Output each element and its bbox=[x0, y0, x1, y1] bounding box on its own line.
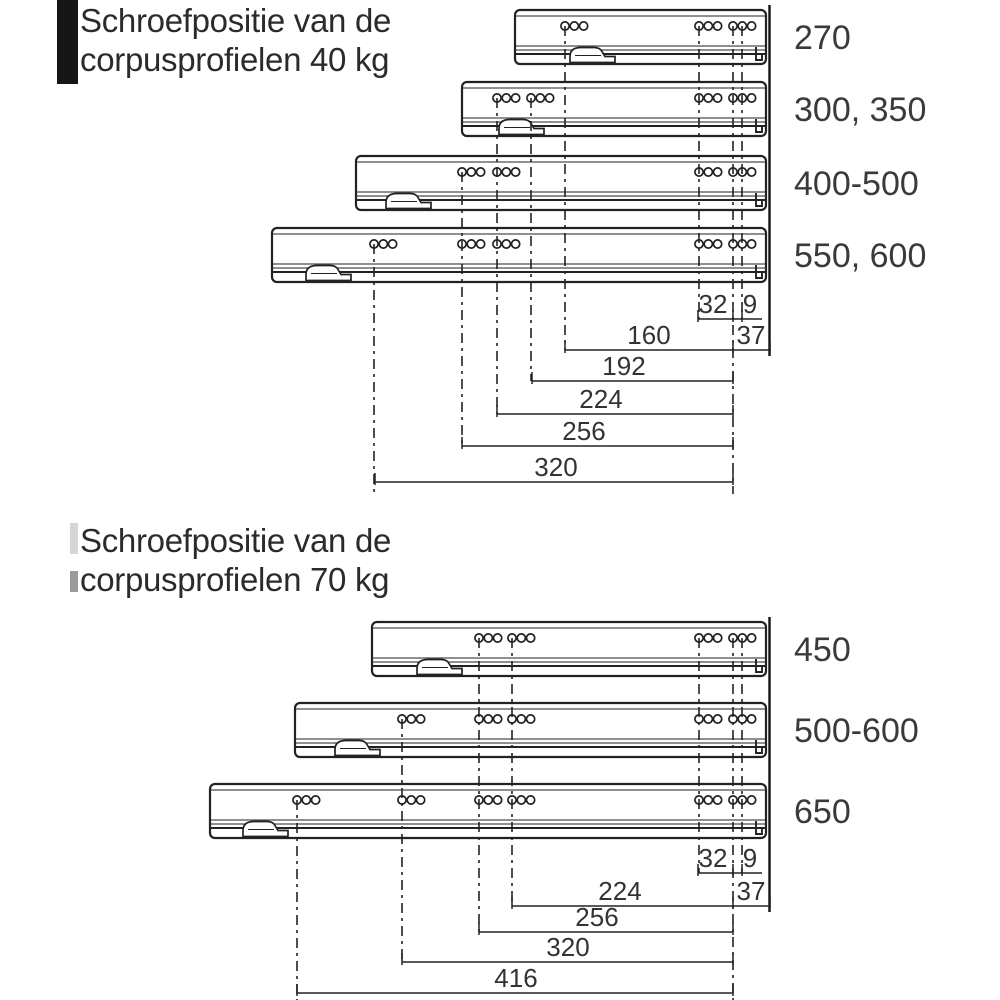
screw-hole bbox=[712, 239, 723, 249]
screw-hole bbox=[746, 633, 757, 643]
rail-length-label: 400-500 bbox=[794, 165, 919, 203]
dimension-label: 416 bbox=[494, 963, 537, 993]
screw-hole bbox=[703, 167, 714, 177]
rail-body bbox=[208, 782, 768, 840]
screw-hole bbox=[387, 239, 398, 249]
rail-end-hook bbox=[755, 265, 763, 279]
screw-hole bbox=[746, 239, 757, 249]
screw-hole bbox=[703, 21, 714, 31]
page-edge-artifact bbox=[70, 523, 78, 554]
dimension-label: 32 bbox=[699, 289, 728, 319]
screw-hole bbox=[746, 795, 757, 805]
rail-body bbox=[513, 8, 768, 66]
screw-hole bbox=[712, 21, 723, 31]
screw-hole bbox=[501, 167, 512, 177]
screw-hole bbox=[525, 714, 536, 724]
screw-hole bbox=[510, 167, 521, 177]
screw-hole bbox=[475, 239, 486, 249]
screw-hole bbox=[483, 633, 494, 643]
screw-hole bbox=[703, 633, 714, 643]
rail-end-hook bbox=[755, 659, 763, 673]
dimension-label: 224 bbox=[579, 384, 622, 414]
screw-hole bbox=[466, 167, 477, 177]
screw-hole bbox=[501, 93, 512, 103]
screw-hole bbox=[406, 795, 417, 805]
dimension-label: 192 bbox=[602, 351, 645, 381]
title-line-1: Schroefpositie van de bbox=[80, 522, 392, 559]
screw-hole bbox=[483, 714, 494, 724]
rail-end-hook bbox=[755, 193, 763, 207]
rail-end-hook bbox=[755, 47, 763, 61]
screw-hole bbox=[544, 93, 555, 103]
screw-hole bbox=[578, 21, 589, 31]
screw-hole bbox=[703, 93, 714, 103]
rail-length-label: 270 bbox=[794, 19, 851, 57]
screw-hole bbox=[746, 21, 757, 31]
screw-hole bbox=[492, 795, 503, 805]
screw-hole bbox=[466, 239, 477, 249]
screw-hole bbox=[415, 714, 426, 724]
rail-end-hook bbox=[755, 119, 763, 133]
screw-hole bbox=[516, 633, 527, 643]
rail-length-label: 500-600 bbox=[794, 712, 919, 750]
screw-hole bbox=[746, 714, 757, 724]
screw-hole bbox=[516, 714, 527, 724]
screw-hole bbox=[483, 795, 494, 805]
title-line-1: Schroefpositie van de bbox=[80, 2, 392, 39]
screw-hole bbox=[492, 714, 503, 724]
dimension-label: 32 bbox=[699, 843, 728, 873]
title-line-2: corpusprofielen 70 kg bbox=[80, 561, 390, 598]
rail-length-label: 300, 350 bbox=[794, 91, 926, 129]
screw-hole bbox=[378, 239, 389, 249]
rail-length-label: 550, 600 bbox=[794, 237, 926, 275]
rail-end-hook bbox=[755, 821, 763, 835]
screw-hole bbox=[746, 93, 757, 103]
screw-hole bbox=[569, 21, 580, 31]
screw-hole bbox=[415, 795, 426, 805]
page-edge-artifact bbox=[57, 0, 78, 84]
screw-hole bbox=[510, 239, 521, 249]
screw-hole bbox=[475, 167, 486, 177]
section-title-70kg: Schroefpositie van de corpusprofielen 70… bbox=[80, 521, 391, 599]
screw-hole bbox=[516, 795, 527, 805]
dimension-label: 320 bbox=[534, 452, 577, 482]
screw-hole bbox=[712, 633, 723, 643]
screw-hole bbox=[712, 167, 723, 177]
dimension-label: 37 bbox=[737, 320, 766, 350]
screw-hole bbox=[746, 167, 757, 177]
screw-hole bbox=[310, 795, 321, 805]
dimension-label: 224 bbox=[598, 876, 641, 906]
screw-hole bbox=[712, 795, 723, 805]
title-line-2: corpusprofielen 40 kg bbox=[80, 41, 390, 78]
rail-length-label: 450 bbox=[794, 631, 851, 669]
rail-end-hook bbox=[755, 740, 763, 754]
screw-hole bbox=[525, 633, 536, 643]
screw-hole bbox=[712, 93, 723, 103]
dimension-label: 9 bbox=[743, 289, 757, 319]
screw-hole bbox=[492, 633, 503, 643]
section-title-40kg: Schroefpositie van de corpusprofielen 40… bbox=[80, 1, 391, 79]
screw-hole bbox=[301, 795, 312, 805]
dimension-label: 320 bbox=[546, 932, 589, 962]
screw-hole bbox=[510, 93, 521, 103]
screw-hole bbox=[406, 714, 417, 724]
screw-hole bbox=[703, 795, 714, 805]
dimension-label: 256 bbox=[575, 902, 618, 932]
screw-hole bbox=[535, 93, 546, 103]
screw-hole bbox=[703, 239, 714, 249]
page-edge-artifact bbox=[70, 571, 78, 592]
dimension-label: 160 bbox=[627, 320, 670, 350]
screw-hole bbox=[525, 795, 536, 805]
dimension-label: 37 bbox=[737, 876, 766, 906]
screw-hole bbox=[501, 239, 512, 249]
screw-hole bbox=[703, 714, 714, 724]
dimension-label: 9 bbox=[743, 843, 757, 873]
rail-length-label: 650 bbox=[794, 793, 851, 831]
dimension-label: 256 bbox=[562, 416, 605, 446]
screw-hole bbox=[712, 714, 723, 724]
